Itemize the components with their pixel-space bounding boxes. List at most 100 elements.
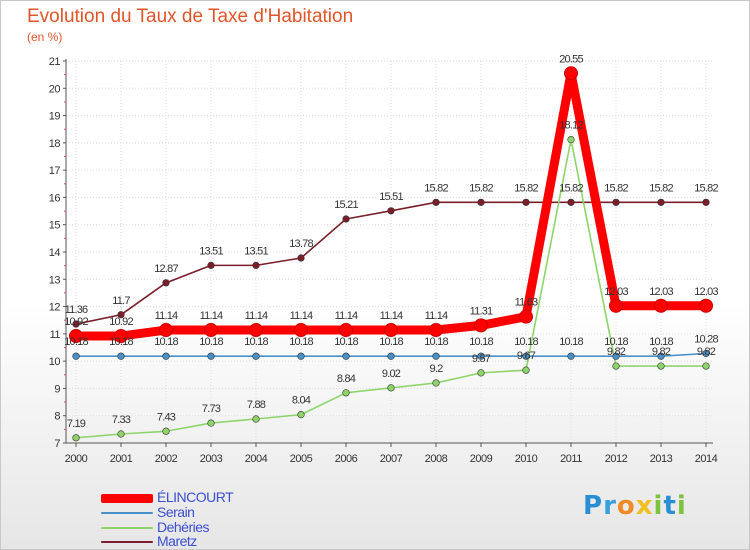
data-point-maretz-8 bbox=[432, 198, 440, 206]
logo-letter: i bbox=[676, 491, 687, 521]
data-label-maretz-9: 15.82 bbox=[469, 182, 493, 194]
data-point-serain-2 bbox=[162, 352, 170, 360]
data-label-serain-10: 10.18 bbox=[514, 336, 538, 348]
y-tick-label-13: 20 bbox=[49, 83, 61, 95]
data-label-maretz-0: 11.36 bbox=[65, 304, 88, 316]
data-label-serain-2: 10.18 bbox=[154, 336, 178, 348]
data-point-maretz-6 bbox=[342, 215, 350, 223]
y-tick-label-5: 12 bbox=[49, 302, 61, 314]
data-label-deheries-8: 9.2 bbox=[430, 363, 444, 375]
y-tick-label-0: 7 bbox=[54, 438, 60, 450]
data-point-deheries-13 bbox=[657, 362, 665, 370]
data-label-maretz-3: 13.51 bbox=[199, 245, 223, 257]
data-point-deheries-9 bbox=[477, 369, 485, 377]
data-label-maretz-14: 15.82 bbox=[694, 182, 718, 194]
legend-swatch-serain bbox=[101, 512, 153, 514]
data-point-deheries-3 bbox=[207, 419, 215, 427]
data-point-maretz-13 bbox=[657, 198, 665, 206]
data-point-serain-12 bbox=[612, 352, 620, 360]
logo-letter: r bbox=[603, 491, 617, 521]
legend-label-elincourt: ÉLINCOURT bbox=[157, 489, 234, 505]
data-point-elincourt-13 bbox=[654, 298, 668, 313]
data-point-elincourt-11 bbox=[564, 66, 578, 81]
data-point-serain-10 bbox=[522, 352, 530, 360]
data-point-maretz-10 bbox=[522, 198, 530, 206]
data-point-serain-8 bbox=[432, 352, 440, 360]
data-label-maretz-2: 12.87 bbox=[154, 263, 178, 275]
x-tick-label-13: 2013 bbox=[650, 453, 673, 465]
data-point-serain-11 bbox=[567, 352, 575, 360]
data-label-elincourt-3: 11.14 bbox=[200, 310, 223, 322]
x-tick-label-4: 2004 bbox=[245, 453, 268, 465]
data-label-serain-7: 10.18 bbox=[379, 336, 403, 348]
data-point-maretz-0 bbox=[72, 320, 80, 328]
data-label-deheries-14: 9.82 bbox=[697, 346, 716, 358]
data-point-elincourt-4 bbox=[249, 323, 263, 338]
legend-item-elincourt: ÉLINCOURT bbox=[101, 489, 261, 505]
data-point-elincourt-1 bbox=[114, 329, 128, 344]
data-point-maretz-14 bbox=[702, 198, 710, 206]
data-point-deheries-2 bbox=[162, 427, 170, 435]
data-point-deheries-12 bbox=[612, 362, 620, 370]
data-point-maretz-9 bbox=[477, 198, 485, 206]
x-tick-label-6: 2006 bbox=[335, 453, 358, 465]
data-point-deheries-7 bbox=[387, 384, 395, 392]
y-tick-label-10: 17 bbox=[49, 165, 61, 177]
data-point-maretz-2 bbox=[162, 279, 170, 287]
data-point-elincourt-12 bbox=[609, 298, 623, 313]
data-point-serain-9 bbox=[477, 352, 485, 360]
y-tick-label-4: 11 bbox=[50, 329, 61, 341]
data-label-maretz-6: 15.21 bbox=[334, 199, 358, 211]
data-label-elincourt-2: 11.14 bbox=[155, 310, 178, 322]
chart-title: Evolution du Taux de Taxe d'Habitation bbox=[27, 6, 354, 27]
data-point-maretz-3 bbox=[207, 261, 215, 269]
data-label-deheries-5: 8.04 bbox=[292, 395, 311, 407]
data-label-elincourt-1: 10.92 bbox=[109, 316, 133, 328]
data-point-elincourt-8 bbox=[429, 323, 443, 338]
data-label-deheries-4: 7.88 bbox=[247, 399, 266, 411]
data-point-elincourt-9 bbox=[474, 318, 488, 333]
x-tick-label-14: 2014 bbox=[695, 453, 718, 465]
logo-letter: o bbox=[616, 491, 636, 521]
data-label-deheries-11: 18.12 bbox=[559, 120, 583, 132]
data-point-serain-7 bbox=[387, 352, 395, 360]
data-point-serain-0 bbox=[72, 352, 80, 360]
data-point-serain-3 bbox=[207, 352, 215, 360]
x-tick-label-12: 2012 bbox=[605, 453, 628, 465]
legend-swatch-deheries bbox=[101, 527, 153, 529]
data-point-deheries-1 bbox=[117, 430, 125, 438]
data-point-deheries-4 bbox=[252, 415, 260, 423]
data-point-deheries-6 bbox=[342, 389, 350, 397]
data-label-maretz-10: 15.82 bbox=[514, 182, 538, 194]
data-label-serain-3: 10.18 bbox=[199, 336, 223, 348]
data-point-serain-6 bbox=[342, 352, 350, 360]
legend-label-serain: Serain bbox=[157, 504, 195, 520]
x-tick-label-10: 2010 bbox=[515, 453, 538, 465]
y-tick-label-12: 19 bbox=[49, 111, 61, 123]
data-label-elincourt-10: 11.63 bbox=[515, 297, 538, 309]
data-label-elincourt-7: 11.14 bbox=[380, 310, 403, 322]
data-label-elincourt-11: 20.55 bbox=[559, 53, 583, 65]
data-label-serain-14: 10.28 bbox=[694, 334, 718, 346]
data-point-elincourt-2 bbox=[159, 323, 173, 338]
data-point-deheries-14 bbox=[702, 362, 710, 370]
data-label-serain-8: 10.18 bbox=[424, 336, 448, 348]
data-point-serain-4 bbox=[252, 352, 260, 360]
data-point-elincourt-7 bbox=[384, 323, 398, 338]
data-label-serain-0: 10.18 bbox=[64, 336, 88, 348]
data-label-elincourt-4: 11.14 bbox=[245, 310, 268, 322]
data-label-maretz-4: 13.51 bbox=[244, 245, 268, 257]
data-point-serain-13 bbox=[657, 352, 665, 360]
data-label-serain-5: 10.18 bbox=[289, 336, 313, 348]
data-label-deheries-3: 7.73 bbox=[202, 403, 221, 415]
x-tick-label-3: 2003 bbox=[200, 453, 223, 465]
data-label-serain-6: 10.18 bbox=[334, 336, 358, 348]
data-point-serain-14 bbox=[702, 349, 710, 358]
data-label-deheries-0: 7.19 bbox=[67, 418, 86, 430]
x-tick-label-8: 2008 bbox=[425, 453, 448, 465]
legend-item-deheries: Dehéries bbox=[101, 519, 261, 535]
data-label-serain-13: 10.18 bbox=[649, 336, 673, 348]
data-point-elincourt-0 bbox=[69, 329, 83, 344]
data-label-maretz-11: 15.82 bbox=[559, 182, 583, 194]
data-label-deheries-9: 9.57 bbox=[472, 353, 491, 365]
